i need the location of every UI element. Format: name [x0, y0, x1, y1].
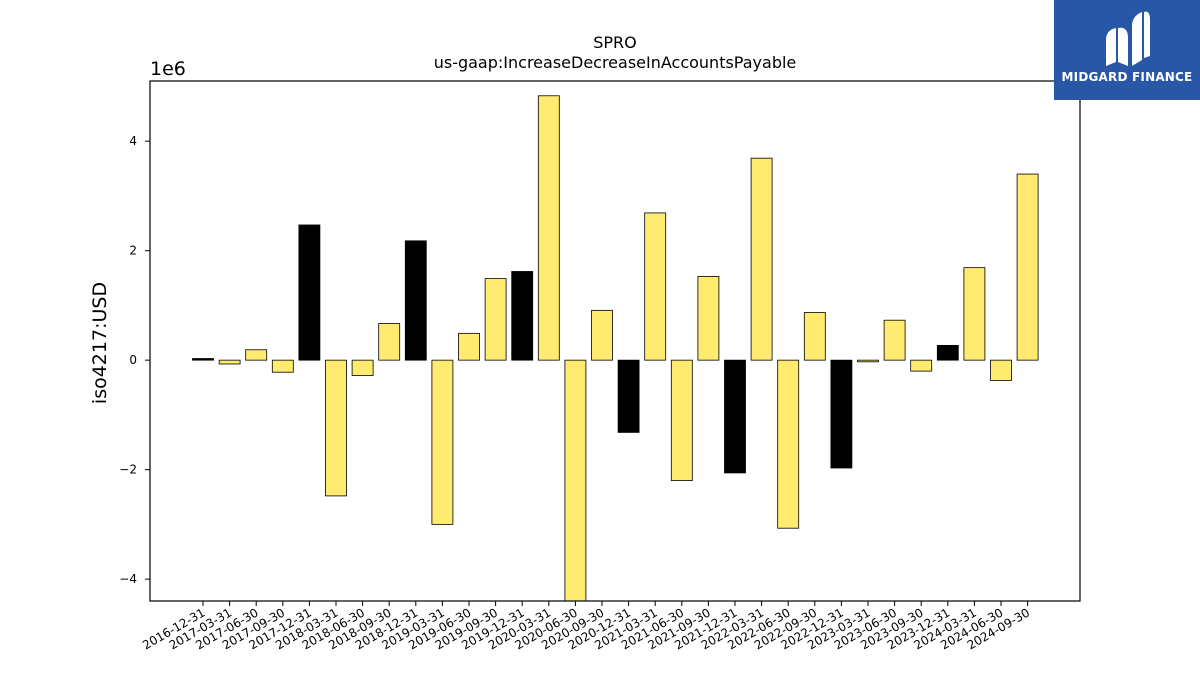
- y-scale-label: 1e6: [150, 58, 186, 80]
- bar-2020-09-30: [591, 309, 613, 361]
- bar-2020-06-30: [564, 359, 587, 602]
- bar-2020-03-31: [537, 95, 560, 361]
- y-axis-label: iso4217:USD: [89, 282, 111, 404]
- bar-2019-09-30: [484, 278, 507, 361]
- y-tick-label: 2: [129, 244, 137, 258]
- bar-2022-03-31: [750, 157, 773, 361]
- bar-2021-09-30: [697, 276, 720, 361]
- bar-2017-06-30: [245, 349, 268, 361]
- bar-2024-09-30: [1016, 173, 1039, 361]
- x-axis-ticks: 2016-12-312017-03-312017-06-302017-09-30…: [140, 601, 1032, 652]
- y-tick-label: 0: [129, 353, 137, 367]
- bar-2022-12-31: [830, 359, 853, 469]
- bar-2018-09-30: [378, 323, 401, 361]
- bar-2017-09-30: [271, 359, 294, 373]
- bar-2021-12-31: [724, 359, 746, 474]
- bar-2023-03-31: [857, 359, 879, 363]
- bar-2018-03-31: [325, 359, 347, 497]
- midgard-logo-icon: [1106, 11, 1150, 66]
- bar-2019-06-30: [458, 332, 480, 361]
- bar-2019-03-31: [431, 359, 454, 525]
- bar-2023-09-30: [910, 359, 933, 372]
- bar-2024-03-31: [963, 267, 986, 361]
- y-tick-label: 4: [129, 134, 137, 148]
- chart-subtitle: us-gaap:IncreaseDecreaseInAccountsPayabl…: [434, 53, 797, 72]
- chart-title: SPRO: [593, 33, 637, 52]
- bar-2016-12-31: [192, 358, 214, 361]
- bar-2019-12-31: [511, 271, 534, 361]
- brand-name: MIDGARD FINANCE: [1061, 70, 1193, 84]
- bar-2017-03-31: [218, 359, 241, 365]
- y-tick-label: −4: [119, 572, 137, 586]
- bar-2018-12-31: [404, 240, 427, 361]
- bar-2021-03-31: [644, 212, 667, 361]
- plot-frame: [149, 80, 1081, 602]
- bar-2020-12-31: [617, 359, 640, 433]
- bar-2022-09-30: [803, 312, 826, 361]
- bar-2018-06-30: [351, 359, 374, 376]
- bar-2023-06-30: [883, 319, 906, 361]
- y-tick-label: −2: [119, 463, 137, 477]
- bars-group: [192, 95, 1039, 602]
- brand-logo: MIDGARD FINANCE: [1054, 0, 1200, 100]
- bar-2024-06-30: [990, 359, 1012, 381]
- y-axis-ticks: −4 −2 0 2 4: [119, 134, 150, 586]
- bar-2022-06-30: [777, 359, 800, 529]
- bar-2023-12-31: [936, 344, 959, 361]
- bar-2017-12-31: [298, 224, 321, 361]
- bar-2021-06-30: [670, 359, 693, 481]
